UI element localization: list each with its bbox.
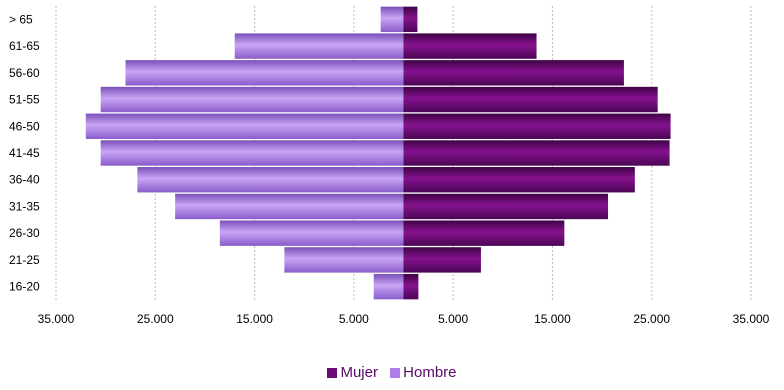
- bar-mujer-4: [403, 167, 635, 193]
- y-tick-label-6: 46-50: [9, 119, 40, 133]
- y-axis-labels: 16-20 21-25 26-30 31-35 36-40 41-45 46-50 51-55…: [9, 12, 40, 293]
- x-tick-label-1: 25.000: [137, 312, 174, 326]
- bar-mujer-3: [403, 193, 609, 220]
- y-tick-label-7: 51-55: [9, 93, 40, 107]
- legend-swatch-mujer: [327, 367, 338, 378]
- bar-hombre-10: [380, 6, 404, 33]
- x-tick-label-7: 35.000: [733, 312, 770, 326]
- x-tick-label-5: 15.000: [534, 312, 571, 326]
- bar-hombre-8: [125, 60, 404, 86]
- y-tick-label-9: 61-65: [9, 39, 40, 53]
- bar-hombre-0: [373, 273, 404, 300]
- bar-mujer-7: [403, 86, 658, 113]
- legend-label-mujer: Mujer: [340, 364, 378, 381]
- x-tick-label-0: 35.000: [38, 312, 75, 326]
- x-axis-labels: 35.000 25.000 15.000 5.000 5.000 15.000 25.000…: [38, 312, 770, 326]
- y-tick-label-1: 21-25: [9, 253, 40, 267]
- x-tick-label-4: 5.000: [438, 312, 468, 326]
- y-tick-label-5: 41-45: [9, 146, 40, 160]
- bar-hombre-4: [137, 167, 404, 193]
- bar-hombre-2: [219, 220, 404, 246]
- bar-mujer-2: [403, 220, 565, 246]
- x-tick-label-3: 5.000: [339, 312, 369, 326]
- y-tick-label-2: 26-30: [9, 226, 40, 240]
- bar-mujer-8: [403, 60, 624, 86]
- y-tick-label-8: 56-60: [9, 66, 40, 80]
- y-tick-label-4: 36-40: [9, 173, 40, 187]
- y-tick-label-10: > 65: [9, 12, 33, 26]
- x-tick-label-6: 25.000: [633, 312, 670, 326]
- bar-hombre-1: [284, 247, 404, 273]
- legend-label-hombre: Hombre: [403, 364, 457, 381]
- bar-mujer-0: [403, 273, 419, 300]
- bars: [85, 6, 671, 300]
- y-tick-label-3: 31-35: [9, 199, 40, 213]
- bar-mujer-1: [403, 247, 481, 273]
- y-tick-label-0: 16-20: [9, 280, 40, 294]
- legend: Mujer Hombre: [0, 364, 784, 382]
- x-tick-label-2: 15.000: [236, 312, 273, 326]
- bar-mujer-10: [403, 6, 418, 33]
- legend-swatch-hombre: [390, 367, 401, 378]
- bar-mujer-5: [403, 140, 670, 166]
- legend-item-hombre: Hombre: [390, 364, 457, 381]
- bar-hombre-6: [85, 113, 404, 139]
- bar-mujer-9: [403, 33, 537, 59]
- bar-mujer-6: [403, 113, 671, 139]
- legend-item-mujer: Mujer: [327, 364, 378, 381]
- bar-hombre-5: [100, 140, 404, 166]
- bar-hombre-9: [234, 33, 404, 59]
- bar-hombre-3: [175, 193, 404, 220]
- bar-hombre-7: [100, 86, 404, 113]
